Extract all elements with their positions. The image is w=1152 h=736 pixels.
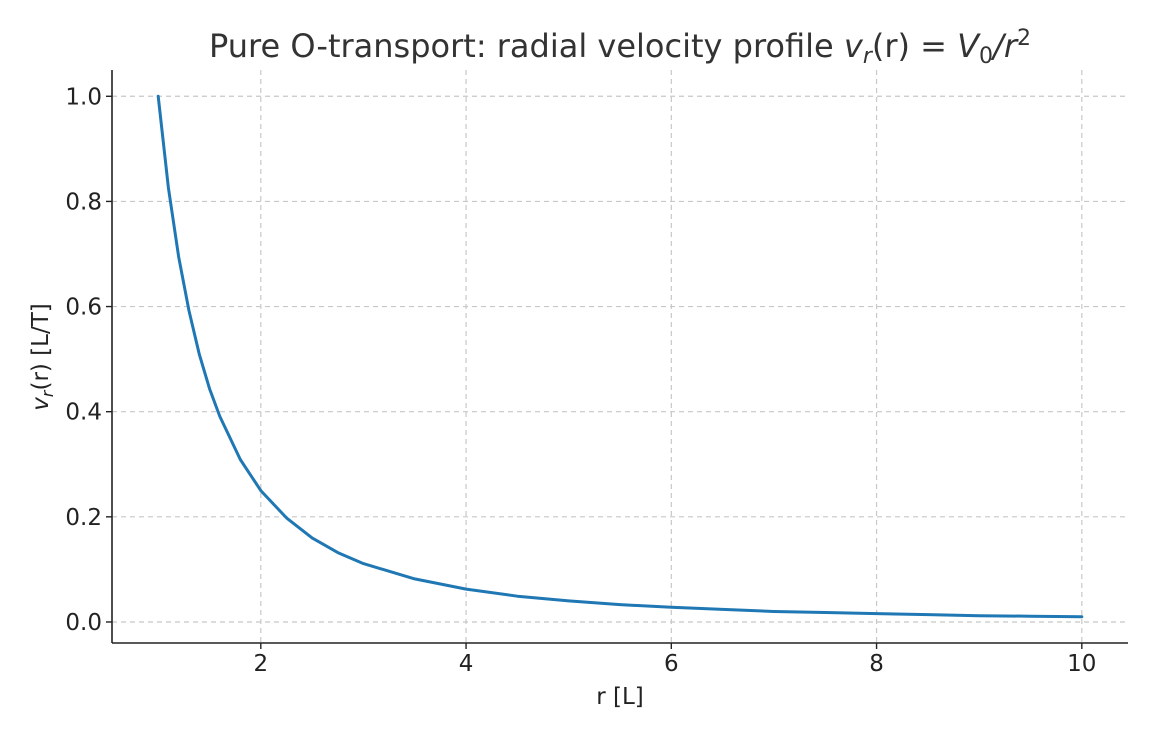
x-axis-label: r [L]: [596, 684, 644, 710]
axes: [111, 70, 1128, 644]
series-line: [156, 94, 1084, 619]
y-tick-label: 0.4: [65, 400, 102, 426]
y-tick-label: 0.0: [65, 610, 102, 636]
x-tick-label: 8: [869, 651, 884, 677]
series: [156, 94, 1084, 619]
x-tick-label: 2: [253, 651, 268, 677]
y-tick-label: 0.2: [65, 505, 102, 531]
chart-title: Pure O-transport: radial velocity profil…: [209, 26, 1031, 69]
y-tick-label: 1.0: [65, 84, 102, 110]
x-tick-label: 10: [1067, 651, 1096, 677]
y-tick-label: 0.6: [65, 295, 102, 321]
ticks: 2 4 6 8 10 0.0 0.2 0.4 0.6 0.8 1.0: [65, 84, 1096, 677]
grid: [112, 70, 1128, 643]
y-axis-label: vr(r) [L/T]: [28, 303, 57, 410]
x-tick-label: 6: [664, 651, 679, 677]
x-tick-label: 4: [459, 651, 474, 677]
y-tick-label: 0.8: [65, 189, 102, 215]
